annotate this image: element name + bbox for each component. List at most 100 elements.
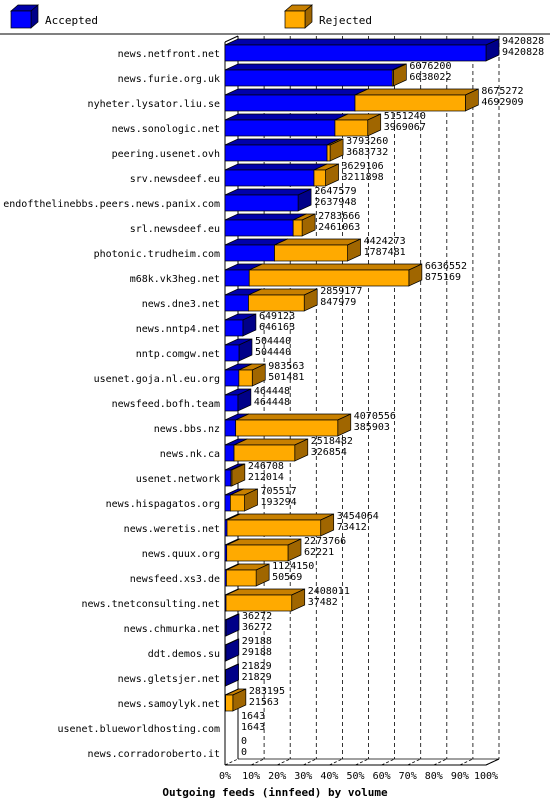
category-label: news.chmurka.net (124, 624, 220, 635)
bar-accepted (224, 319, 244, 337)
category-label: nntp.comgw.net (136, 349, 220, 360)
category-label: usenet.goja.nl.eu.org (94, 374, 220, 385)
bar-accepted (224, 94, 356, 112)
category-label: news.corradoroberto.it (88, 749, 220, 760)
bar-accepted-top (224, 88, 369, 96)
bar-accepted (224, 194, 299, 212)
bar-rejected (248, 269, 410, 287)
value-label-offered: 4424273 (364, 236, 406, 247)
bar-accepted (224, 469, 232, 487)
x-tick-label: 40% (320, 771, 338, 782)
category-label: srv.newsdeef.eu (130, 174, 220, 185)
chart-title: Outgoing feeds (innfeed) by volume (162, 786, 388, 799)
bar-accepted (224, 119, 336, 137)
value-label-accepted: 193294 (261, 497, 297, 508)
value-label-offered: 2783666 (318, 211, 360, 222)
floor-line-3 (303, 758, 317, 766)
value-label-accepted: 3211898 (342, 172, 384, 183)
value-label-accepted: 875169 (425, 272, 461, 283)
bar-rejected (354, 94, 466, 112)
plot-area: 0% 10% 20% 30% 40% 50% 60% 70% 80% 90% 100% news.ne… (3, 35, 544, 782)
legend-accepted-swatch (10, 10, 32, 29)
bar-accepted (224, 144, 328, 162)
bar-accepted (224, 494, 231, 512)
legend-rejected-label: Rejected (319, 14, 372, 27)
value-label-offered: 2408011 (308, 586, 350, 597)
value-label-offered: 0 (241, 736, 247, 747)
value-label-accepted: 2637948 (314, 197, 356, 208)
bar-rejected-top (226, 513, 334, 521)
value-label-offered: 36272 (242, 611, 272, 622)
bar-rejected (238, 369, 253, 387)
value-label-offered: 29188 (242, 636, 272, 647)
floor-line-4 (329, 758, 343, 766)
legend-rejected: Rejected (284, 4, 372, 29)
category-label: news.gletsjer.net (118, 674, 220, 685)
value-label-accepted: 1787481 (364, 247, 406, 258)
value-label-accepted: 2461063 (318, 222, 360, 233)
category-label: news.furie.org.uk (118, 74, 220, 85)
bar-accepted (224, 294, 249, 312)
category-label: photonic.trudheim.com (94, 249, 220, 260)
x-tick-label: 10% (242, 771, 260, 782)
x-tick-label: 0% (219, 771, 231, 782)
bar-accepted (224, 344, 240, 362)
bar-accepted-top (224, 138, 341, 146)
value-label-accepted: 9420828 (502, 47, 544, 58)
bar-accepted-top (224, 213, 307, 221)
value-label-offered: 6636552 (425, 261, 467, 272)
bar-rejected (226, 569, 257, 587)
x-tick-label: 20% (268, 771, 286, 782)
category-label: newsfeed.bofh.team (112, 399, 220, 410)
floor-line-9 (459, 758, 474, 766)
value-label-offered: 2859177 (320, 286, 362, 297)
bar-accepted (224, 419, 237, 437)
value-label-accepted: 501481 (268, 372, 304, 383)
bar-rejected (225, 594, 293, 612)
bar-accepted-side (225, 663, 239, 687)
value-label-offered: 705517 (261, 486, 297, 497)
value-label-accepted: 326854 (311, 447, 347, 458)
category-label: news.nk.ca (160, 449, 220, 460)
category-label: news.hispagatos.org (106, 499, 220, 510)
bar-rejected (230, 494, 245, 512)
value-label-accepted: 21829 (242, 672, 272, 683)
value-label-accepted: 37482 (308, 597, 338, 608)
bar-rejected (334, 119, 369, 137)
bar-rejected (226, 544, 289, 562)
value-label-accepted: 6038022 (409, 72, 451, 83)
category-label: srl.newsdeef.eu (130, 224, 220, 235)
x-tick-label: 100% (474, 771, 498, 782)
floor-line-0 (224, 758, 239, 766)
bar-rejected-top (235, 413, 351, 421)
value-label-offered: 283195 (249, 686, 285, 697)
floor-line-2 (277, 758, 291, 766)
value-label-offered: 3629106 (342, 161, 384, 172)
category-label: news.samoylyk.net (118, 699, 220, 710)
bar-rejected-top (354, 88, 479, 96)
wall-top-edge (224, 35, 239, 43)
value-label-offered: 464448 (254, 386, 290, 397)
bar-accepted-top (224, 113, 349, 121)
bar-rejected (326, 144, 331, 162)
category-label: newsfeed.xs3.de (130, 574, 220, 585)
bar-accepted (224, 669, 226, 687)
bar-rejected (235, 419, 339, 437)
x-tick-label: 30% (294, 771, 312, 782)
x-tick-label: 80% (425, 771, 443, 782)
bar-rejected (292, 219, 303, 237)
category-label: nyheter.lysator.liu.se (88, 99, 220, 110)
value-label-accepted: 385903 (354, 422, 390, 433)
category-label: news.netfront.net (118, 49, 220, 60)
category-label: peering.usenet.ovh (112, 149, 220, 160)
bar-accepted (224, 444, 235, 462)
value-label-accepted: 73412 (337, 522, 367, 533)
bar-accepted (224, 244, 275, 262)
value-label-offered: 2518482 (311, 436, 353, 447)
value-label-accepted: 3969067 (384, 122, 426, 133)
value-label-offered: 21829 (242, 661, 272, 672)
value-label-accepted: 646163 (259, 322, 295, 333)
bar-accepted (224, 644, 227, 662)
x-tick-label: 60% (373, 771, 391, 782)
value-label-offered: 2647579 (314, 186, 356, 197)
